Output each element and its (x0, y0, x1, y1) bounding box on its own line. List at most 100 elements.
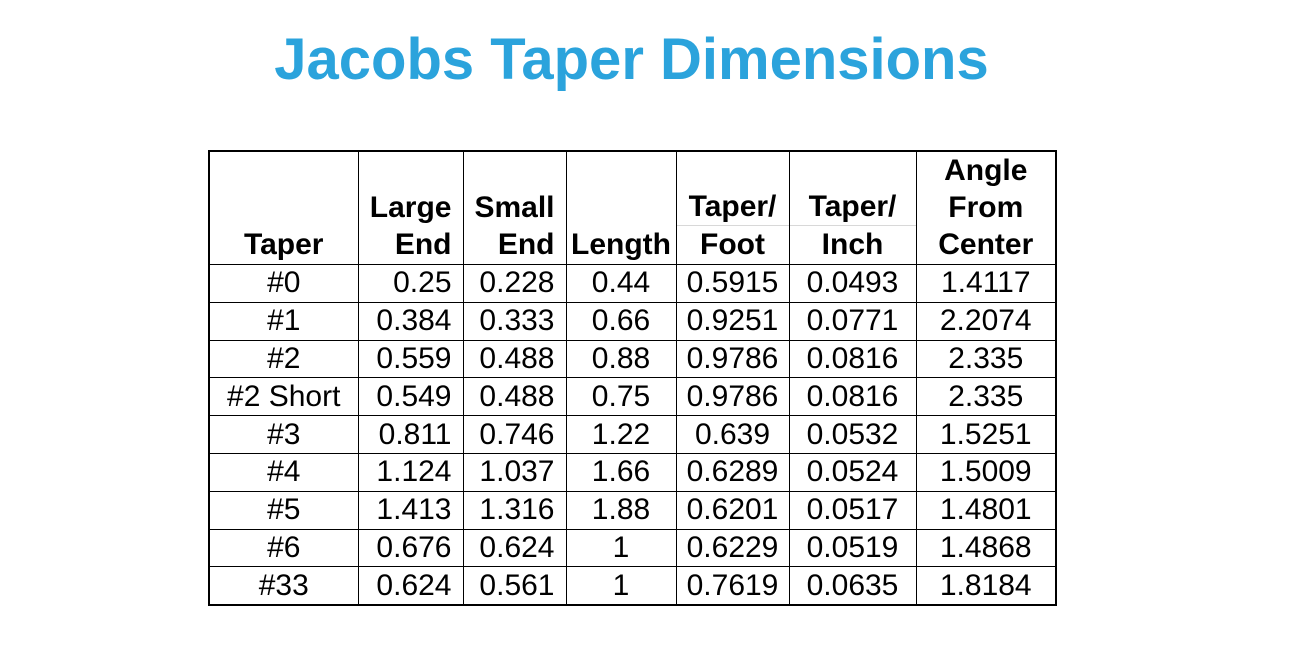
cell-taper: #2 Short (208, 377, 359, 417)
table-row-4: #4 1.124 1.037 1.66 0.6289 0.0524 1.5009 (208, 452, 1057, 492)
cell-taper-per-inch: 0.0532 (788, 415, 917, 454)
header-label-large-end: Large End (359, 189, 452, 263)
cell-large-end: 1.413 (357, 490, 464, 530)
column-header-taper-per-foot: Taper/Foot (675, 150, 790, 265)
cell-large-end: 0.559 (357, 339, 464, 379)
cell-taper-per-inch: 0.0816 (788, 339, 917, 379)
cell-small-end: 0.488 (462, 377, 567, 417)
header-line: Taper/ (676, 188, 789, 226)
header-line: From (948, 191, 1024, 224)
column-header-small-end: Small End (462, 150, 567, 265)
cell-taper: #4 (208, 452, 359, 492)
header-line: Angle (944, 154, 1028, 187)
cell-taper: #33 (208, 566, 359, 606)
cell-large-end: 0.624 (357, 566, 464, 606)
cell-small-end: 1.037 (462, 452, 567, 492)
header-label-small-end: Small End (464, 189, 555, 263)
cell-taper: #6 (208, 528, 359, 568)
table-header: Taper Large End Small End Length Taper/Foot Tap… (208, 150, 1057, 265)
cell-taper-per-inch: 0.0816 (788, 377, 917, 417)
header-label-taper: Taper (210, 226, 358, 263)
cell-taper: #3 (208, 415, 359, 454)
column-header-taper: Taper (208, 150, 359, 265)
cell-length: 0.75 (565, 377, 677, 417)
cell-small-end: 1.316 (462, 490, 567, 530)
header-label-taper-per-inch: Taper/Inch (789, 188, 916, 263)
header-row: Taper Large End Small End Length Taper/Foot Tap… (208, 150, 1057, 265)
cell-large-end: 0.811 (357, 415, 464, 454)
header-label-angle-from-center: Angle From Center (917, 152, 1056, 263)
header-line: Foot (700, 228, 765, 261)
header-line: Small (474, 191, 555, 224)
cell-small-end: 0.228 (462, 264, 567, 303)
table-row-33: #33 0.624 0.561 1 0.7619 0.0635 1.8184 (208, 566, 1057, 606)
cell-taper-per-inch: 0.0493 (788, 264, 917, 303)
column-header-large-end: Large End (357, 150, 464, 265)
header-line: Large (369, 191, 452, 224)
cell-taper: #5 (208, 490, 359, 530)
cell-angle-from-center: 1.4868 (915, 528, 1057, 568)
cell-angle-from-center: 1.8184 (915, 566, 1057, 606)
cell-length: 1.22 (565, 415, 677, 454)
cell-taper-per-inch: 0.0635 (788, 566, 917, 606)
cell-angle-from-center: 1.4801 (915, 490, 1057, 530)
cell-large-end: 0.384 (357, 301, 464, 341)
column-header-taper-per-inch: Taper/Inch (788, 150, 917, 265)
header-line: Inch (821, 228, 884, 261)
jacobs-taper-dimensions-table: Taper Large End Small End Length Taper/Foot Tap… (208, 150, 1057, 606)
cell-angle-from-center: 1.5251 (915, 415, 1057, 454)
cell-taper-per-foot: 0.9786 (675, 339, 790, 379)
header-label-length: Length (567, 226, 676, 263)
cell-small-end: 0.746 (462, 415, 567, 454)
cell-taper-per-foot: 0.9786 (675, 377, 790, 417)
cell-small-end: 0.333 (462, 301, 567, 341)
cell-small-end: 0.624 (462, 528, 567, 568)
cell-large-end: 0.25 (357, 264, 464, 303)
column-header-angle-from-center: Angle From Center (915, 150, 1057, 265)
cell-taper: #1 (208, 301, 359, 341)
cell-taper-per-inch: 0.0771 (788, 301, 917, 341)
cell-length: 0.66 (565, 301, 677, 341)
column-header-length: Length (565, 150, 677, 265)
cell-angle-from-center: 1.4117 (915, 264, 1057, 303)
cell-taper-per-foot: 0.7619 (675, 566, 790, 606)
header-line: Taper/ (789, 188, 916, 226)
cell-angle-from-center: 1.5009 (915, 452, 1057, 492)
cell-length: 1.66 (565, 452, 677, 492)
cell-small-end: 0.561 (462, 566, 567, 606)
cell-taper: #0 (208, 264, 359, 303)
cell-taper-per-foot: 0.6201 (675, 490, 790, 530)
header-label-taper-per-foot: Taper/Foot (676, 188, 789, 263)
cell-angle-from-center: 2.335 (915, 339, 1057, 379)
cell-taper-per-foot: 0.6289 (675, 452, 790, 492)
cell-angle-from-center: 2.335 (915, 377, 1057, 417)
table-row-2: #2 0.559 0.488 0.88 0.9786 0.0816 2.335 (208, 339, 1057, 379)
cell-length: 1 (565, 566, 677, 606)
header-line: Taper (244, 228, 324, 261)
table-row-2-short: #2 Short 0.549 0.488 0.75 0.9786 0.0816 2.335 (208, 377, 1057, 417)
table-row-0: #0 0.25 0.228 0.44 0.5915 0.0493 1.4117 (208, 264, 1057, 303)
table-row-3: #3 0.811 0.746 1.22 0.639 0.0532 1.5251 (208, 415, 1057, 454)
cell-taper-per-foot: 0.9251 (675, 301, 790, 341)
cell-large-end: 1.124 (357, 452, 464, 492)
cell-taper-per-foot: 0.639 (675, 415, 790, 454)
cell-angle-from-center: 2.2074 (915, 301, 1057, 341)
cell-length: 1.88 (565, 490, 677, 530)
header-line: End (394, 228, 452, 261)
cell-length: 0.88 (565, 339, 677, 379)
table-row-6: #6 0.676 0.624 1 0.6229 0.0519 1.4868 (208, 528, 1057, 568)
cell-taper: #2 (208, 339, 359, 379)
header-line: Length (571, 228, 671, 261)
header-line: Center (938, 228, 1034, 261)
header-line: End (497, 228, 555, 261)
cell-taper-per-inch: 0.0524 (788, 452, 917, 492)
page-title: Jacobs Taper Dimensions (274, 27, 989, 92)
table-body: #0 0.25 0.228 0.44 0.5915 0.0493 1.4117 #1 0.384… (208, 264, 1057, 606)
table-row-1: #1 0.384 0.333 0.66 0.9251 0.0771 2.2074 (208, 301, 1057, 341)
cell-taper-per-foot: 0.5915 (675, 264, 790, 303)
cell-large-end: 0.676 (357, 528, 464, 568)
cell-large-end: 0.549 (357, 377, 464, 417)
cell-small-end: 0.488 (462, 339, 567, 379)
cell-taper-per-inch: 0.0519 (788, 528, 917, 568)
table-row-5: #5 1.413 1.316 1.88 0.6201 0.0517 1.4801 (208, 490, 1057, 530)
